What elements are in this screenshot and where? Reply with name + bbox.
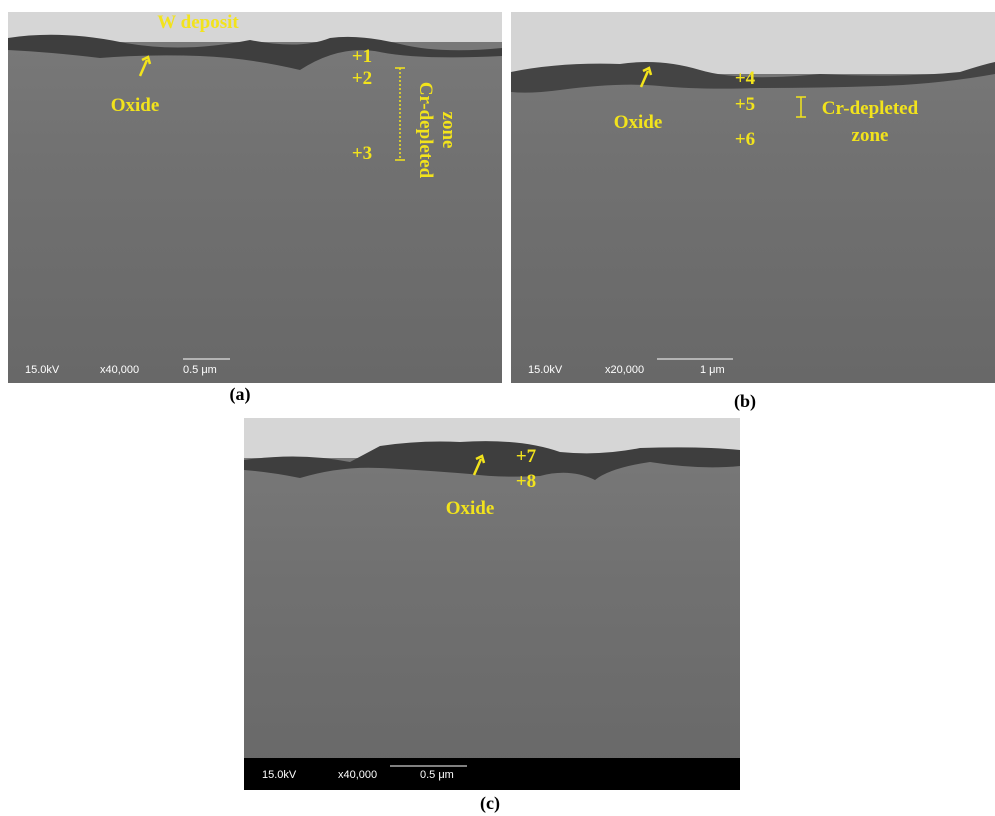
panel-b: Oxide +4 +5 +6 Cr-depleted zone 15.0kV x…: [511, 12, 995, 383]
annotation: Oxide: [111, 95, 160, 116]
page: W deposit Oxide +1 +2 +3 Cr-depleted zon…: [0, 0, 995, 816]
annotation: Oxide: [614, 112, 663, 133]
panel-a: W deposit Oxide +1 +2 +3 Cr-depleted zon…: [8, 12, 502, 383]
figure: W deposit Oxide +1 +2 +3 Cr-depleted zon…: [0, 0, 995, 816]
info-bar: [244, 758, 740, 790]
info-scale: 1 μm: [700, 364, 725, 376]
info-voltage: 15.0kV: [25, 364, 60, 376]
info-magnification: x20,000: [605, 364, 644, 376]
annotation: zone: [438, 112, 459, 149]
panel-label: (a): [230, 384, 251, 405]
point-label: +3: [352, 143, 372, 164]
point-label: +5: [735, 94, 755, 115]
annotation: Cr-depleted: [415, 82, 436, 179]
point-label: +4: [735, 68, 756, 89]
info-scale: 0.5 μm: [420, 769, 454, 781]
point-label: +1: [352, 46, 372, 67]
micrograph: [8, 12, 502, 383]
info-voltage: 15.0kV: [262, 769, 297, 781]
annotation: Cr-depleted: [822, 98, 919, 119]
panel-c: +7 +8 Oxide 15.0kV x40,000 0.5 μm: [244, 418, 740, 790]
info-magnification: x40,000: [100, 364, 139, 376]
info-magnification: x40,000: [338, 769, 377, 781]
annotation: zone: [852, 125, 889, 146]
point-label: +8: [516, 471, 536, 492]
point-label: +6: [735, 129, 755, 150]
info-voltage: 15.0kV: [528, 364, 563, 376]
panel-label: (c): [480, 793, 500, 814]
point-label: +2: [352, 68, 372, 89]
annotation: W deposit: [157, 12, 239, 33]
annotation: Oxide: [446, 498, 495, 519]
point-label: +7: [516, 446, 537, 467]
panel-label: (b): [734, 391, 756, 412]
info-scale: 0.5 μm: [183, 364, 217, 376]
